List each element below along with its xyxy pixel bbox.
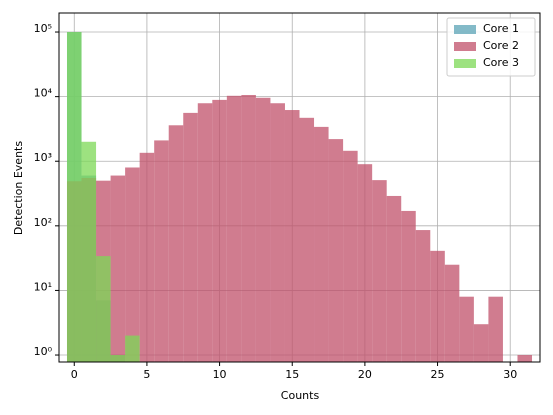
bar xyxy=(328,139,344,362)
y-tick-label: 10⁰ xyxy=(34,345,53,358)
bar xyxy=(96,256,111,362)
x-tick-label: 15 xyxy=(285,368,299,381)
bar xyxy=(241,94,256,362)
bar xyxy=(212,99,227,362)
bar xyxy=(125,335,140,362)
bar xyxy=(81,141,97,362)
bar xyxy=(154,140,169,362)
legend-swatch xyxy=(454,59,476,68)
legend-swatch xyxy=(454,42,476,51)
bar xyxy=(343,150,358,362)
legend-label: Core 3 xyxy=(483,56,519,69)
bar xyxy=(66,32,82,362)
bar xyxy=(255,97,271,362)
bar xyxy=(284,110,300,362)
bar xyxy=(197,103,213,362)
x-tick-label: 30 xyxy=(503,368,517,381)
bar xyxy=(125,167,140,362)
y-tick-label: 10¹ xyxy=(34,280,52,293)
bar xyxy=(473,324,489,362)
bar xyxy=(386,195,402,362)
bar xyxy=(517,355,533,362)
bar xyxy=(139,152,155,362)
x-tick-label: 25 xyxy=(431,368,445,381)
bar xyxy=(226,95,242,362)
bar xyxy=(372,180,387,362)
bar xyxy=(299,117,315,362)
bar xyxy=(401,210,416,362)
bar xyxy=(430,250,445,362)
plot xyxy=(66,32,533,362)
y-axis-label: Detection Events xyxy=(12,141,25,235)
bar xyxy=(183,112,198,362)
bar xyxy=(415,230,431,362)
bar xyxy=(488,296,503,362)
y-tick-label: 10³ xyxy=(34,151,52,164)
x-tick-label: 20 xyxy=(358,368,372,381)
bar xyxy=(357,164,373,362)
legend-swatch xyxy=(454,25,476,34)
x-axis-label: Counts xyxy=(281,389,320,402)
x-tick-label: 0 xyxy=(71,368,78,381)
y-tick-label: 10⁴ xyxy=(34,87,53,100)
x-tick-label: 5 xyxy=(143,368,150,381)
plot-frame xyxy=(58,12,541,363)
legend-label: Core 2 xyxy=(483,39,519,52)
legend-label: Core 1 xyxy=(483,22,519,35)
y-tick-label: 10⁵ xyxy=(34,22,52,35)
bar xyxy=(168,125,184,362)
bar xyxy=(270,103,285,362)
bar xyxy=(444,264,460,362)
bar xyxy=(459,296,474,362)
y-tick-label: 10² xyxy=(34,216,52,229)
bar xyxy=(314,126,329,362)
x-tick-label: 10 xyxy=(213,368,227,381)
bar xyxy=(110,355,126,362)
bar xyxy=(110,175,126,362)
